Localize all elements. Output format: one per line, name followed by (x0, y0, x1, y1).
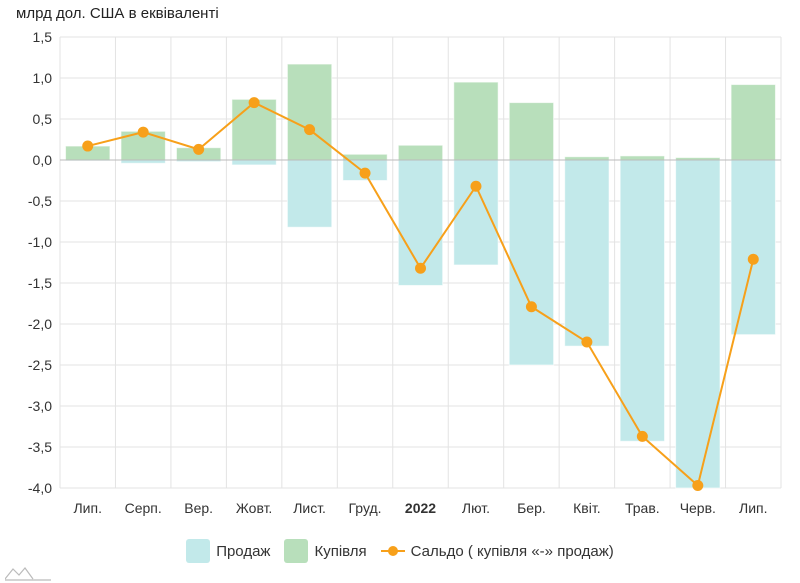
x-tick-label: Лют. (462, 500, 490, 516)
legend-swatch-purchases (284, 539, 309, 563)
y-tick-label: 1,0 (33, 70, 53, 86)
bar-sales (675, 159, 721, 489)
bar-purchases (453, 81, 499, 161)
legend: Продаж Купівля Сальдо ( купівля «-» прод… (0, 539, 800, 563)
y-tick-label: -2,0 (28, 316, 52, 332)
balance-point (692, 480, 704, 492)
legend-line-marker-icon (380, 546, 405, 556)
x-tick-label: 2022 (405, 500, 436, 516)
y-tick-label: -0,5 (28, 193, 52, 209)
bar-sales (231, 159, 277, 166)
x-tick-label: Бер. (517, 500, 546, 516)
y-tick-label: 0,5 (33, 111, 53, 127)
bar-purchases (342, 153, 388, 161)
bar-sales (508, 159, 555, 366)
legend-label: Продаж (216, 542, 271, 560)
bar-purchases (730, 84, 776, 161)
y-tick-label: -3,0 (28, 398, 52, 414)
bar-sales (453, 159, 499, 266)
y-tick-label: -3,5 (28, 439, 52, 455)
bar-purchases (619, 155, 666, 161)
x-tick-label: Серп. (125, 500, 162, 516)
balance-point (304, 124, 316, 136)
legend-item-sales[interactable]: Продаж (186, 539, 270, 563)
balance-point (747, 253, 759, 265)
bar-purchases (397, 144, 444, 161)
x-tick-label: Лип. (73, 500, 101, 516)
balance-point (193, 143, 205, 155)
balance-point (470, 180, 482, 192)
balance-point (581, 336, 593, 348)
bar-sales (286, 159, 333, 228)
balance-point (137, 126, 149, 138)
bar-sales (730, 159, 776, 336)
balance-point (82, 140, 94, 152)
x-tick-label: Черв. (680, 500, 716, 516)
legend-label: Сальдо ( купівля «-» продаж) (410, 542, 614, 560)
balance-point (248, 97, 260, 109)
x-tick-label: Вер. (184, 500, 213, 516)
x-tick-label: Трав. (625, 500, 660, 516)
y-tick-label: 0,0 (33, 152, 53, 168)
y-axis-unit-label: млрд дол. США в еквіваленті (16, 5, 219, 22)
y-tick-label: -1,0 (28, 234, 52, 250)
legend-label: Купівля (314, 542, 367, 560)
balance-point (636, 430, 648, 442)
bar-sales (564, 159, 610, 347)
bar-sales (619, 159, 666, 442)
logo-icon (5, 567, 51, 581)
legend-item-purchases[interactable]: Купівля (284, 539, 367, 563)
x-tick-label: Лист. (293, 500, 326, 516)
balance-point (359, 167, 371, 179)
x-tick-label: Квіт. (573, 500, 600, 516)
x-tick-label: Лип. (739, 500, 767, 516)
y-tick-label: -4,0 (28, 480, 52, 496)
bar-purchases (286, 63, 333, 161)
y-tick-label: -2,5 (28, 357, 52, 373)
bar-purchases (231, 98, 277, 161)
x-tick-label: Груд. (349, 500, 382, 516)
y-tick-label: 1,5 (33, 29, 53, 45)
balance-point (415, 262, 426, 274)
x-tick-label: Жовт. (236, 500, 272, 516)
y-tick-label: -1,5 (28, 275, 52, 291)
bar-purchases (508, 102, 555, 161)
legend-item-balance[interactable]: Сальдо ( купівля «-» продаж) (380, 542, 614, 560)
legend-swatch-sales (186, 539, 211, 563)
balance-point (525, 301, 537, 313)
